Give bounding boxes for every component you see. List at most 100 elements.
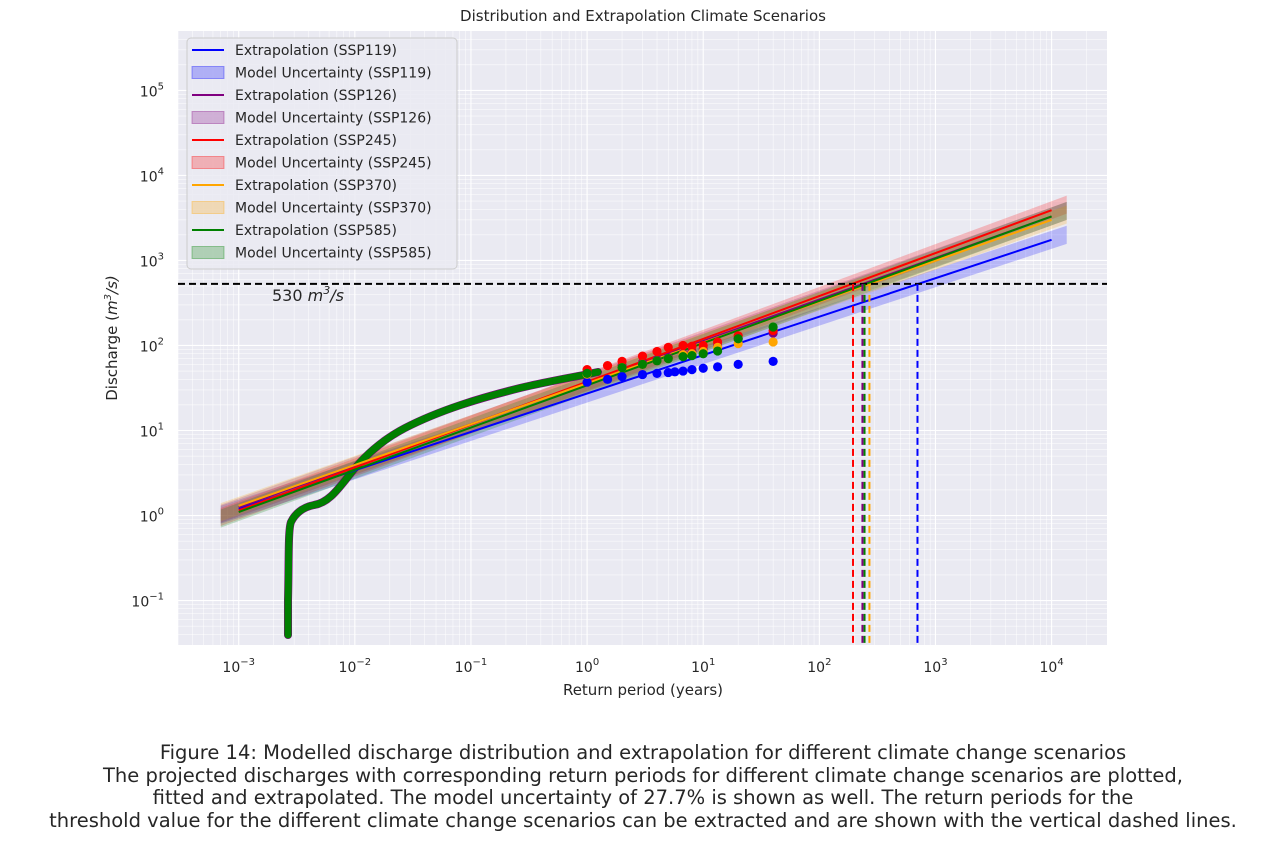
x-axis-label: Return period (years) [563,681,723,699]
y-axis-label: Discharge (m3/s) [103,275,121,401]
threshold-label-value: 530 [272,286,308,305]
legend-line-label: Extrapolation (SSP119) [235,43,397,59]
x-tick-label-exponent: −1 [473,657,488,668]
observed-point [768,356,778,366]
y-tick-label: 101 [140,422,164,441]
observed-point [652,356,662,366]
x-tick-label-exponent: −2 [356,657,371,668]
x-tick-label-base: 10 [691,660,709,676]
y-tick-label: 100 [140,507,164,526]
x-tick-label-base: 10 [1039,660,1057,676]
x-tick-label-base: 10 [455,660,473,676]
observed-point [617,362,627,373]
legend-band-label: Model Uncertainty (SSP370) [235,201,432,217]
observed-point [637,359,648,369]
caption-line-3: fitted and extrapolated. The model uncer… [152,786,1134,809]
legend-line-label: Extrapolation (SSP370) [235,178,397,194]
observed-point [768,337,778,347]
y-tick-label: 105 [140,81,164,100]
x-tick-label-exponent: 4 [1057,657,1063,668]
caption-line-4: threshold value for the different climat… [49,808,1237,832]
y-tick-label-exponent: 0 [158,507,164,518]
y-tick-label-base: 10 [140,169,158,185]
observed-distribution-points [582,322,778,387]
y-tick-label-base: 10 [140,510,158,526]
observed-point [582,368,592,378]
legend-band-label: Model Uncertainty (SSP119) [235,66,432,82]
observed-point [733,334,743,344]
discharge-return-period-chart: 530 m3/s 10−3 10−2 10−1 100 101 102 103 104 10−… [103,7,1107,699]
y-tick-label: 104 [140,166,164,185]
return-period-vertical-lines [852,283,919,645]
y-tick-label: 103 [140,251,164,270]
legend: Extrapolation (SSP119) Model Uncertainty … [186,37,458,270]
y-tick-label-exponent: −1 [149,592,164,603]
y-tick-label-base: 10 [131,595,149,611]
legend-band-label: Model Uncertainty (SSP245) [235,156,432,172]
y-axis-label-unit: m [103,300,121,315]
observed-point [652,346,662,357]
x-tick-label: 101 [691,657,715,676]
x-tick-label-exponent: 0 [593,657,599,668]
x-tick-label-base: 10 [575,660,593,676]
legend-band-label: Model Uncertainty (SSP585) [235,246,432,262]
x-tick-label-base: 10 [222,660,240,676]
legend-band-swatch [191,201,225,214]
legend-frame [186,37,458,270]
x-tick-label: 10−2 [339,657,372,676]
figure-caption: Figure 14: Modelled discharge distributi… [0,741,1286,832]
x-tick-label-exponent: 2 [825,657,831,668]
x-tick-label: 104 [1039,657,1063,676]
observed-point [687,351,697,361]
observed-point [687,341,697,351]
x-tick-label: 103 [923,657,947,676]
y-tick-label-base: 10 [140,254,158,270]
caption-line-2: The projected discharges with correspond… [102,763,1183,787]
caption-line-1: Figure 14: Modelled discharge distributi… [159,741,1127,764]
legend-line-label: Extrapolation (SSP126) [235,88,397,104]
legend-band-label: Model Uncertainty (SSP126) [235,111,432,127]
x-axis-ticks: 10−3 10−2 10−1 100 101 102 103 104 [222,657,1063,676]
observed-point [582,377,592,387]
observed-point [768,322,778,332]
x-tick-label: 102 [807,657,831,676]
threshold-group: 530 m3/s [178,282,1107,305]
observed-point [617,372,627,382]
y-tick-label-base: 10 [140,84,158,100]
observed-point [637,351,648,361]
x-tick-label: 10−3 [222,657,255,676]
legend-band-swatch [191,246,225,259]
x-tick-label-base: 10 [923,660,941,676]
x-tick-label-exponent: 1 [709,657,715,668]
observed-point [678,340,688,351]
observed-point [652,368,662,378]
observed-point [602,360,613,371]
threshold-label-unit-suffix: /s [328,286,344,305]
observed-point [678,366,688,376]
observed-point [687,365,697,375]
y-tick-label-exponent: 1 [158,422,164,433]
observed-point [678,352,688,362]
y-tick-label-exponent: 3 [158,251,164,262]
y-tick-label-exponent: 5 [158,81,164,92]
y-tick-label-exponent: 2 [158,336,164,347]
y-tick-label: 102 [140,336,164,355]
threshold-label: 530 m3/s [272,284,344,305]
y-axis-label-unit-exponent: 3 [103,294,114,300]
observed-point [663,342,673,352]
legend-band-swatch [191,66,225,79]
observed-point [698,349,708,359]
observed-point [733,359,743,369]
x-tick-label-exponent: −3 [240,657,255,668]
grid-major [178,31,1107,645]
legend-band-swatch [191,111,225,124]
observed-point [602,374,613,384]
observed-point [663,367,673,378]
threshold-label-unit: m [308,286,324,305]
observed-point [637,369,648,380]
y-axis-label-suffix: /s) [103,275,121,296]
x-tick-label: 10−1 [455,657,488,676]
y-tick-label-base: 10 [140,425,158,441]
x-tick-label-base: 10 [807,660,825,676]
